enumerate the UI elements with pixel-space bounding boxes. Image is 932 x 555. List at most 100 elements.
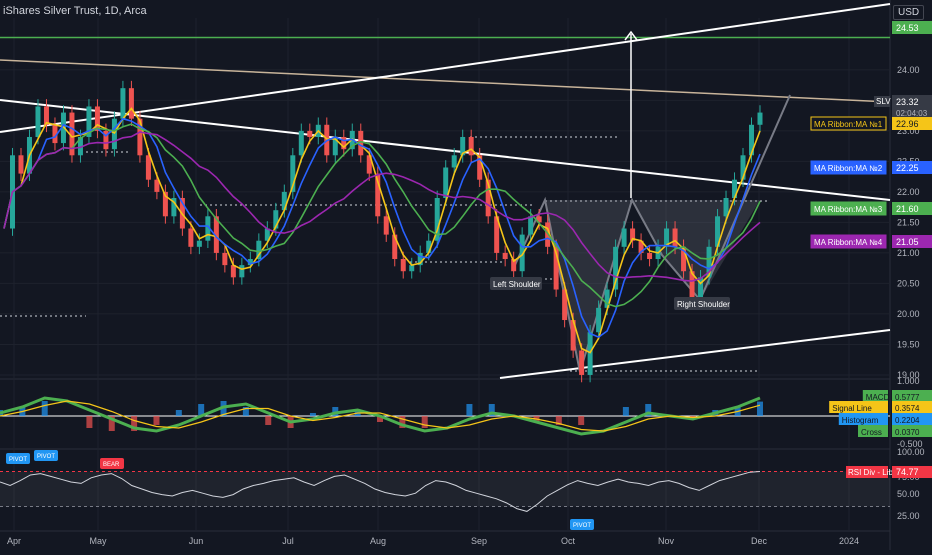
macd-value-tag <box>892 425 932 437</box>
ma-label-tag <box>810 160 887 175</box>
rsi-name-tag <box>846 466 888 478</box>
candle-body <box>188 228 194 247</box>
rsi-signal-text: BEAR <box>103 462 120 468</box>
macd-y-tick: -0.500 <box>897 439 923 449</box>
candle-body <box>647 252 653 260</box>
lower-channel-line <box>499 329 891 379</box>
candle-body <box>681 246 687 272</box>
price-value-tag <box>892 235 932 248</box>
countdown: 02:04:03 <box>896 109 928 118</box>
signal-line <box>0 400 761 432</box>
macd-histogram-bar <box>175 410 182 416</box>
candle-body <box>120 88 126 119</box>
candle-body <box>553 246 559 290</box>
candle-body <box>171 198 177 217</box>
candle-body <box>426 240 432 253</box>
upper-channel-line <box>0 3 891 133</box>
annotation-text: Right Shoulder <box>677 300 730 309</box>
macd-value-tag <box>892 413 932 425</box>
candle-body <box>587 332 593 375</box>
macd-histogram-bar <box>242 407 249 416</box>
rsi-value: 74.77 <box>896 467 919 477</box>
candle-body <box>732 179 738 198</box>
x-tick-label: 2024 <box>839 536 859 546</box>
candle-body <box>519 234 525 272</box>
macd-series-name: MACD <box>866 393 890 402</box>
macd-histogram-bar <box>488 404 495 416</box>
candle-body <box>298 130 304 156</box>
rsi-y-tick: 100.00 <box>897 447 925 457</box>
candle-body <box>400 259 406 272</box>
ma-label-text: MA Ribbon:MA №1 <box>814 120 883 129</box>
candle-body <box>477 155 483 180</box>
price-value-tag <box>892 117 932 130</box>
macd-histogram-bar <box>108 416 115 431</box>
macd-line <box>0 396 761 436</box>
macd-series-name: Cross <box>861 428 882 437</box>
arrowhead-icon <box>624 30 638 41</box>
x-tick-label: May <box>89 536 107 546</box>
macd-histogram-bar <box>757 401 763 416</box>
macd-value: 0.5777 <box>895 393 920 402</box>
candle-body <box>468 136 474 156</box>
price-value: 21.60 <box>896 204 919 214</box>
candle-body <box>715 216 721 247</box>
y-tick-label: 20.00 <box>897 309 920 319</box>
ma-label-tag <box>810 116 887 131</box>
macd-histogram-bar <box>578 416 585 425</box>
macd-histogram-bar <box>421 416 428 428</box>
x-tick-label: Nov <box>658 536 675 546</box>
candle-body <box>494 216 500 253</box>
price-value: 24.53 <box>896 23 919 33</box>
price-labels: SLV 23.32 02:04:03 24.53 MA Ribbon:MA №1 22.9… <box>810 21 932 249</box>
y-tick-label: 21.00 <box>897 248 920 258</box>
candle-body <box>222 252 228 266</box>
candle-body <box>375 173 381 217</box>
macd-series-name: Histogram <box>842 416 879 425</box>
rsi-y-tick: 50.00 <box>897 489 920 499</box>
candle-body <box>502 252 508 260</box>
annotation-box <box>490 277 542 290</box>
candle-body <box>332 136 338 156</box>
rsi-band <box>0 471 890 507</box>
y-tick-label: 20.50 <box>897 278 920 288</box>
candle-body <box>451 155 457 168</box>
candle-body <box>621 228 627 247</box>
candle-body <box>485 179 491 217</box>
last-price-tag <box>892 95 932 119</box>
ma-label-tag <box>810 201 887 216</box>
symbol-tag <box>874 96 890 107</box>
ma-label-text: MA Ribbon:MA №2 <box>814 164 883 173</box>
macd-series-name: Signal Line <box>832 404 872 413</box>
candle-body <box>417 252 423 266</box>
macd-series-tag <box>829 401 888 413</box>
rsi-signal-badge <box>34 450 58 461</box>
macd-value-tag <box>892 390 932 402</box>
macd-series-tag <box>858 425 888 437</box>
candle-body <box>103 130 109 150</box>
price-value: 21.05 <box>896 237 919 247</box>
currency-button[interactable]: USD <box>893 5 925 20</box>
rsi-y-tick: 25.00 <box>897 511 920 521</box>
candle-body <box>77 136 83 156</box>
candle-body <box>281 191 287 211</box>
x-tick-label: Oct <box>561 536 576 546</box>
y-tick-label: 22.00 <box>897 187 920 197</box>
candle-body <box>247 259 253 266</box>
candle-body <box>69 112 75 156</box>
candle-body <box>757 112 763 125</box>
candle-body <box>460 136 466 156</box>
candle-body <box>604 289 610 308</box>
macd-value: 0.2204 <box>895 416 920 425</box>
candle-body <box>213 216 219 253</box>
macd-histogram-bar <box>41 401 48 416</box>
rsi-line <box>0 471 761 512</box>
candle-body <box>409 265 415 272</box>
candle-body <box>638 240 644 253</box>
x-tick-label: Jul <box>282 536 294 546</box>
y-tick-label: 23.00 <box>897 126 920 136</box>
macd-histogram-bar <box>86 416 93 428</box>
macd-value-tag <box>892 401 932 413</box>
